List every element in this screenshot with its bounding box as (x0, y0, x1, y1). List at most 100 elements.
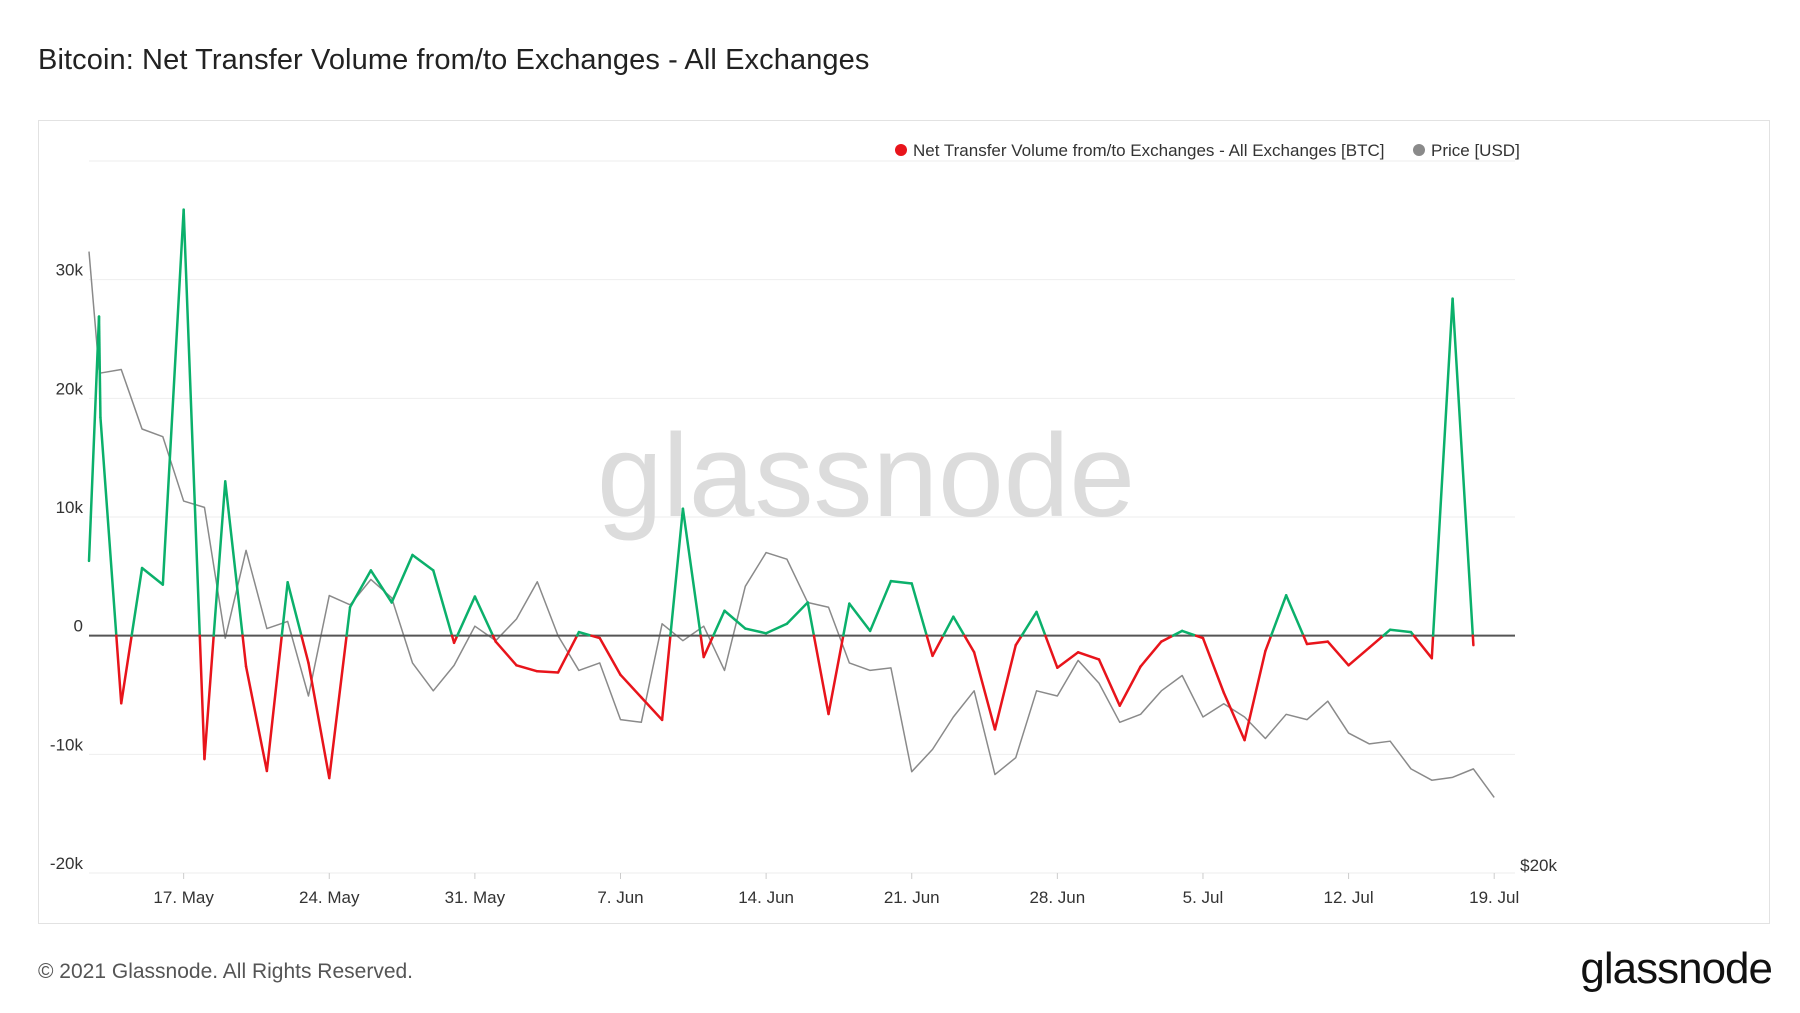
price-series (88, 251, 1495, 798)
net-transfer-segment (1044, 634, 1059, 669)
net-transfer-segment (241, 634, 248, 668)
net-transfer-segment (411, 553, 435, 572)
net-transfer-segment (764, 622, 789, 635)
net-transfer-segment (198, 634, 206, 761)
net-transfer-segment (130, 566, 144, 637)
x-axis-tick-label: 7. Jun (597, 888, 643, 907)
net-transfer-segment (827, 634, 845, 716)
net-transfer-segment (515, 664, 539, 673)
net-transfer-segment (473, 595, 495, 637)
net-transfer-segment (1056, 651, 1080, 669)
net-transfer-segment (699, 634, 705, 659)
net-transfer-segment (669, 507, 685, 637)
net-transfer-segment (1020, 610, 1038, 637)
y-axis-tick-label: 0 (74, 617, 83, 636)
net-transfer-segment (456, 595, 477, 637)
net-transfer-segment (723, 609, 747, 630)
net-transfer-segment (910, 582, 928, 637)
x-axis-tick-label: 24. May (299, 888, 360, 907)
net-transfer-segment (452, 634, 459, 645)
net-transfer-segment (942, 615, 955, 637)
net-transfer-segment (842, 602, 851, 637)
net-transfer-segment (1160, 634, 1175, 643)
net-transfer-segment (952, 615, 966, 637)
net-transfer-segment (161, 208, 185, 586)
chart-title: Bitcoin: Net Transfer Volume from/to Exc… (38, 44, 870, 76)
net-transfer-segment (806, 601, 816, 637)
net-transfer-segment (1180, 629, 1198, 637)
net-transfer-segment (182, 208, 202, 637)
net-transfer-segment (931, 634, 945, 658)
y-axis-tick-label: 30k (56, 261, 84, 280)
net-transfer-segment (369, 569, 393, 604)
net-transfer-segment (115, 634, 123, 705)
net-transfer-segment (97, 315, 102, 419)
net-transfer-segment (619, 673, 643, 699)
net-transfer-segment (244, 665, 269, 773)
net-transfer-segment (1076, 651, 1101, 661)
x-axis-tick-label: 12. Jul (1324, 888, 1374, 907)
chart-legend[interactable]: Net Transfer Volume from/to Exchanges - … (895, 141, 1520, 160)
net-transfer-segment (87, 315, 101, 563)
legend-marker[interactable] (895, 144, 907, 156)
net-transfer-segment (265, 634, 284, 773)
net-transfer-segment (536, 670, 560, 674)
net-transfer-segment (1222, 691, 1246, 742)
y-axis-tick-label: -10k (50, 735, 84, 754)
net-transfer-segment (889, 579, 913, 585)
x-axis-tick-label: 14. Jun (738, 888, 794, 907)
net-transfer-segment (1326, 640, 1350, 667)
legend-label[interactable]: Net Transfer Volume from/to Exchanges - … (913, 141, 1384, 160)
chart-panel: glassnode -20k -10k 0 10k 20k 30k $20k 17. May 2… (38, 120, 1770, 924)
net-transfer-segment (1171, 629, 1184, 637)
watermark-text: glassnode (597, 410, 1135, 542)
legend-marker[interactable] (1413, 144, 1425, 156)
net-transfer-segment (993, 643, 1017, 731)
net-transfer-segment (1139, 640, 1163, 668)
x-axis-tick-label: 31. May (445, 888, 506, 907)
glassnode-logo[interactable]: glassnode (1580, 944, 1773, 993)
grid-lines (89, 160, 1515, 874)
footer-copyright: © 2021 Glassnode. All Rights Reserved. (38, 960, 414, 983)
net-transfer-segment (140, 566, 165, 586)
legend-label[interactable]: Price [USD] (1431, 141, 1520, 160)
net-transfer-series (87, 208, 1475, 780)
net-transfer-segment (1201, 636, 1226, 694)
net-transfer-segment (848, 602, 872, 633)
net-transfer-segment (203, 634, 215, 761)
net-transfer-segment (1430, 634, 1435, 660)
net-transfer-segment (432, 569, 454, 637)
net-transfer-segment (1388, 628, 1413, 634)
net-transfer-segment (660, 634, 672, 722)
net-transfer-segment (1412, 634, 1434, 660)
net-transfer-segment (1284, 594, 1305, 637)
x-axis-tick-label: 17. May (153, 888, 214, 907)
chart-svg: glassnode -20k -10k 0 10k 20k 30k $20k 17. May 2… (50, 141, 1558, 907)
net-transfer-segment (1302, 634, 1309, 646)
net-transfer-segment (1035, 610, 1047, 637)
net-transfer-segment (577, 630, 593, 637)
net-transfer-segment (598, 636, 622, 677)
net-transfer-segment (1305, 640, 1330, 646)
net-transfer-segment (712, 609, 726, 637)
net-transfer-segment (812, 634, 830, 716)
net-transfer-segment (963, 634, 976, 654)
net-transfer-segment (307, 661, 331, 780)
price-line (88, 251, 1495, 798)
net-transfer-segment (300, 634, 310, 665)
x-axis-tick-label: 28. Jun (1029, 888, 1085, 907)
net-transfer-segment (1264, 634, 1273, 653)
net-transfer-segment (494, 640, 518, 667)
net-transfer-segment (328, 634, 348, 780)
x-axis-tick-label: 21. Jun (884, 888, 940, 907)
net-transfer-segment (1118, 665, 1142, 707)
net-transfer-segment (1471, 634, 1475, 647)
net-transfer-segment (280, 581, 289, 637)
net-transfer-segment (1097, 658, 1122, 707)
net-transfer-segment (640, 696, 664, 722)
net-transfer-segment (1347, 646, 1371, 667)
net-transfer-segment (925, 634, 934, 658)
net-transfer-segment (1368, 634, 1385, 649)
net-transfer-segment (212, 480, 227, 637)
y-axis-tick-label: 20k (56, 379, 84, 398)
